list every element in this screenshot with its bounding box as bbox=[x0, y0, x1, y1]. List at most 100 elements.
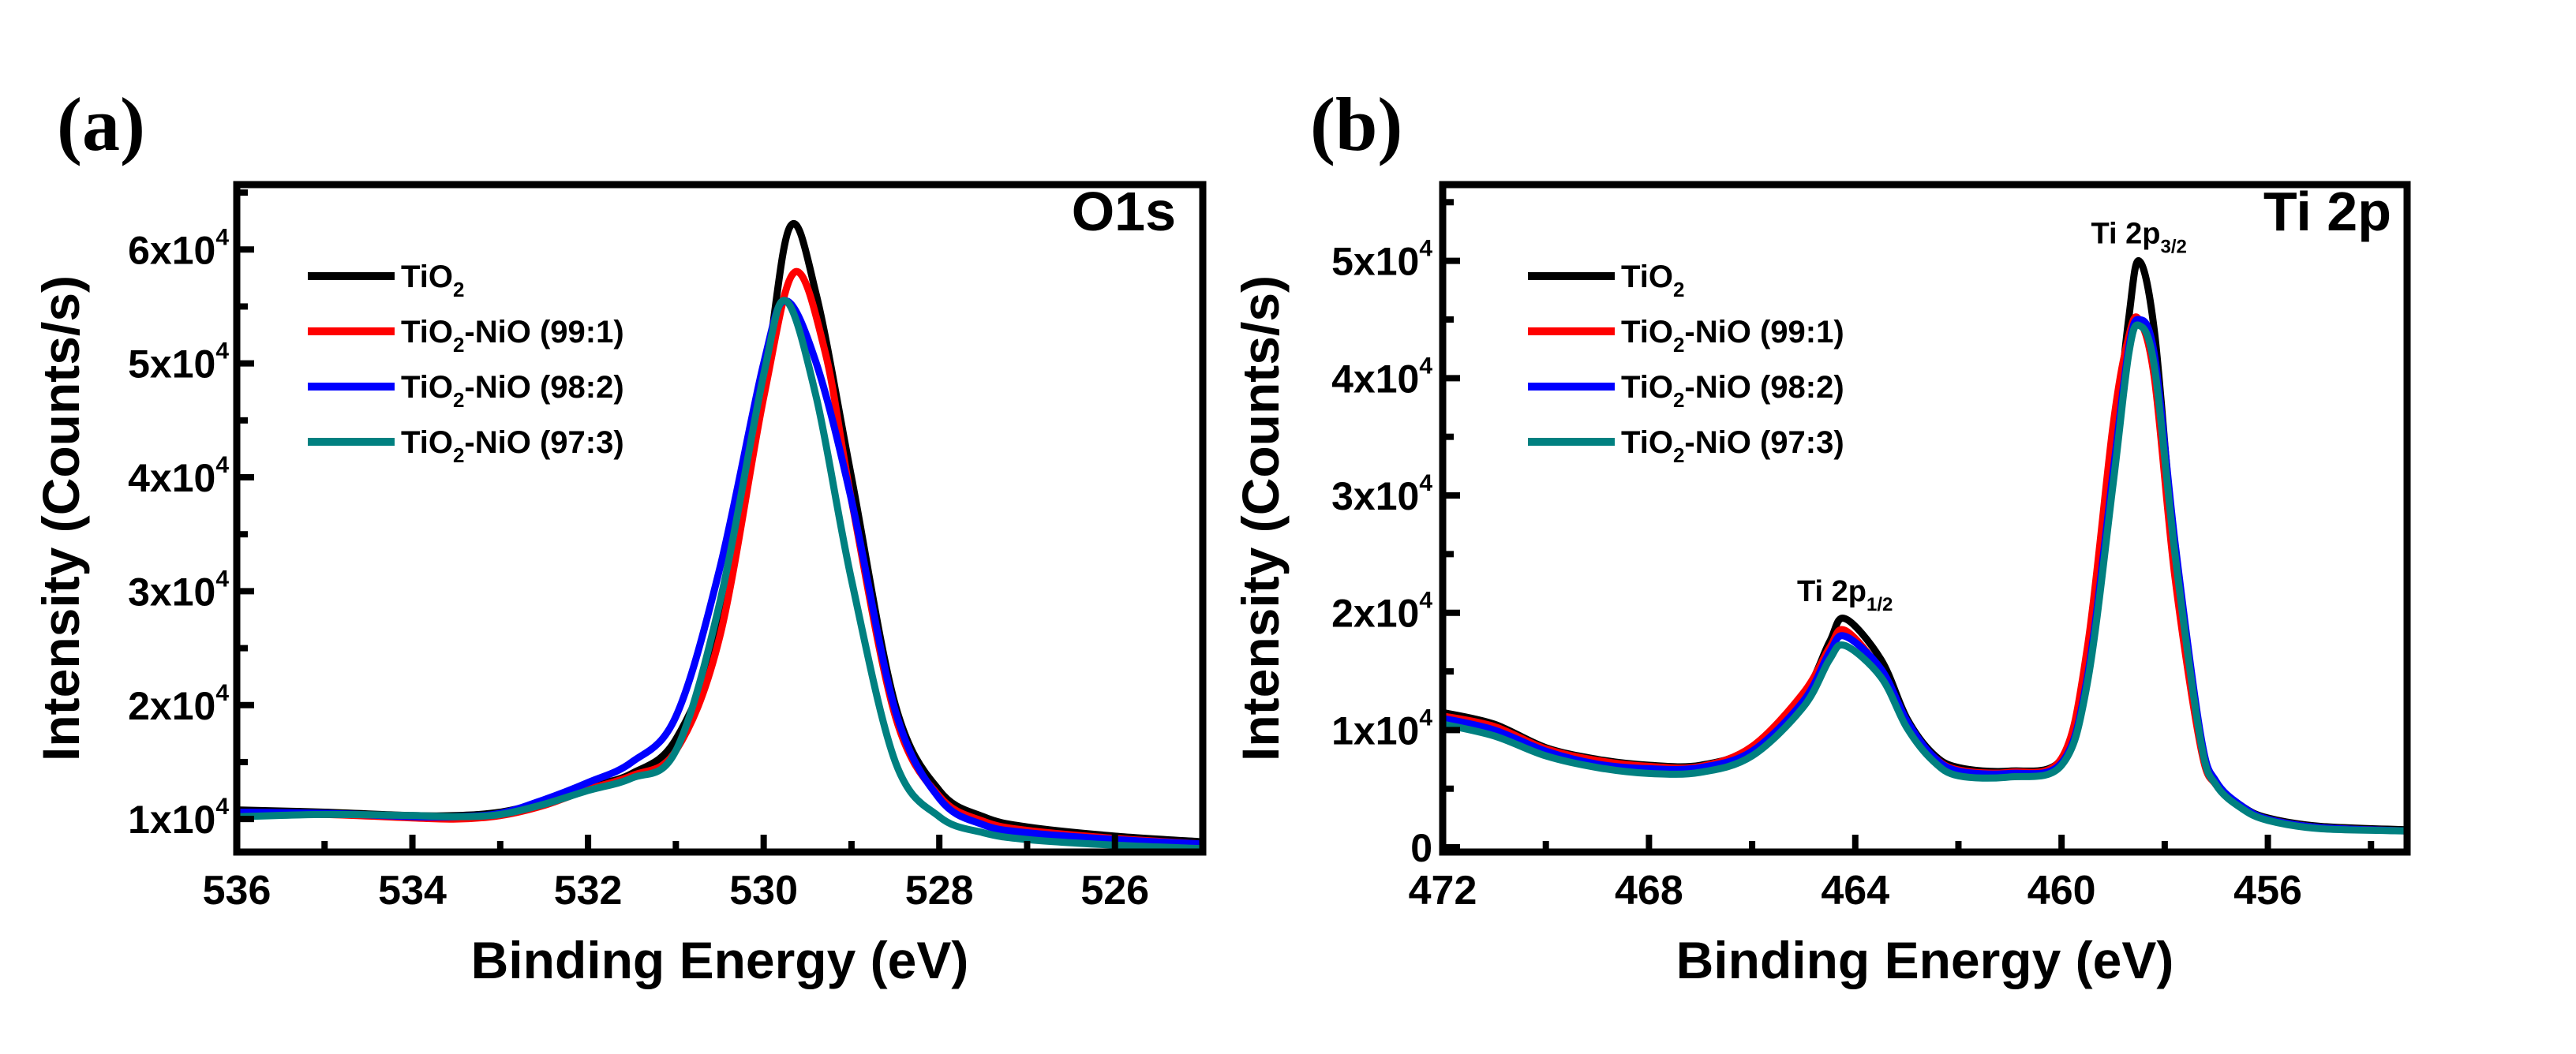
legend-label: TiO2-NiO (98:2) bbox=[1621, 370, 1844, 412]
panel-label: (a) bbox=[57, 82, 145, 166]
legend-label: TiO2-NiO (97:3) bbox=[1621, 425, 1844, 467]
y-tick-base: 4x10 bbox=[1331, 357, 1419, 401]
annotation-text: Ti 2p bbox=[2091, 217, 2161, 250]
y-tick-label: 5x104 bbox=[128, 338, 229, 387]
legend-text: TiO bbox=[401, 315, 453, 349]
legend-text: TiO bbox=[1621, 370, 1673, 405]
y-tick-label: 4x104 bbox=[1331, 353, 1432, 401]
legend-text: -NiO (97:3) bbox=[1684, 425, 1844, 460]
legend-text: TiO bbox=[1621, 315, 1673, 349]
x-axis-title: Binding Energy (eV) bbox=[1676, 931, 2174, 989]
legend-text: -NiO (98:2) bbox=[1684, 370, 1844, 405]
y-tick-label: 2x104 bbox=[128, 680, 229, 728]
y-tick-base: 1x10 bbox=[1331, 708, 1419, 753]
legend-text: TiO bbox=[401, 370, 453, 405]
panel-title: Ti 2p bbox=[2263, 181, 2391, 242]
y-tick-base: 0 bbox=[1410, 826, 1432, 870]
y-tick-base: 3x10 bbox=[128, 570, 215, 614]
y-tick-base: 2x10 bbox=[1331, 592, 1419, 636]
y-tick-label: 3x104 bbox=[128, 566, 229, 614]
legend-text: -NiO (98:2) bbox=[464, 370, 623, 405]
legend-subscript: 2 bbox=[453, 333, 464, 357]
y-axis-title: Intensity (Counts/s) bbox=[1231, 275, 1290, 761]
x-tick-label: 536 bbox=[203, 868, 271, 914]
y-tick-base: 4x10 bbox=[128, 456, 215, 500]
y-tick-base: 5x10 bbox=[128, 342, 215, 387]
legend-text: -NiO (99:1) bbox=[1684, 315, 1844, 349]
y-tick-label: 6x104 bbox=[128, 224, 229, 272]
legend-label: TiO2-NiO (99:1) bbox=[1621, 315, 1844, 357]
y-tick-label: 1x104 bbox=[1331, 705, 1432, 753]
y-tick-exponent: 4 bbox=[215, 680, 229, 706]
y-tick-exponent: 4 bbox=[215, 566, 229, 592]
legend-label: TiO2 bbox=[1621, 260, 1684, 301]
legend-text: TiO bbox=[1621, 260, 1673, 294]
legend-label: TiO2 bbox=[401, 260, 464, 301]
x-tick-label: 532 bbox=[554, 868, 623, 914]
legend-text: TiO bbox=[401, 260, 453, 294]
legend-subscript: 2 bbox=[453, 388, 464, 412]
x-tick-label: 464 bbox=[1821, 868, 1889, 914]
plot-frame bbox=[233, 181, 1207, 856]
y-tick-exponent: 4 bbox=[1419, 353, 1432, 379]
series-group bbox=[1443, 257, 2407, 835]
series-line-tio2 bbox=[237, 219, 1203, 846]
series-line-tio2-nio-97-3- bbox=[237, 297, 1203, 852]
peak-annotation: Ti 2p1/2 bbox=[1797, 575, 1893, 615]
y-tick-label: 2x104 bbox=[1331, 588, 1432, 636]
y-tick-label: 0 bbox=[1410, 826, 1432, 870]
y-tick-exponent: 4 bbox=[1419, 236, 1432, 262]
legend-subscript: 2 bbox=[453, 278, 464, 301]
x-tick-label: 534 bbox=[378, 868, 447, 914]
annotation-text: Ti 2p bbox=[1797, 575, 1866, 608]
x-tick-label: 456 bbox=[2233, 868, 2302, 914]
panel-label: (b) bbox=[1310, 82, 1402, 166]
x-tick-label: 460 bbox=[2027, 868, 2096, 914]
annotation-subscript: 3/2 bbox=[2161, 236, 2187, 257]
peak-annotation: Ti 2p3/2 bbox=[2091, 217, 2187, 257]
y-tick-base: 3x10 bbox=[1331, 474, 1419, 518]
series-line-tio2-nio-97-3- bbox=[1443, 321, 2407, 835]
legend-label: TiO2-NiO (99:1) bbox=[401, 315, 624, 357]
legend-subscript: 2 bbox=[1673, 443, 1684, 467]
legend-subscript: 2 bbox=[1673, 333, 1684, 357]
x-tick-label: 528 bbox=[905, 868, 974, 914]
legend-subscript: 2 bbox=[1673, 388, 1684, 412]
y-tick-base: 2x10 bbox=[128, 684, 215, 728]
panel-title: O1s bbox=[1072, 181, 1176, 242]
x-tick-label: 530 bbox=[729, 868, 798, 914]
x-tick-label: 468 bbox=[1615, 868, 1683, 914]
legend-text: -NiO (97:3) bbox=[464, 425, 623, 460]
x-axis-title: Binding Energy (eV) bbox=[471, 931, 969, 989]
y-tick-base: 6x10 bbox=[128, 228, 215, 272]
y-tick-base: 5x10 bbox=[1331, 240, 1419, 284]
y-tick-exponent: 4 bbox=[215, 794, 229, 820]
y-tick-exponent: 4 bbox=[215, 452, 229, 478]
legend-label: TiO2-NiO (98:2) bbox=[401, 370, 624, 412]
y-tick-label: 4x104 bbox=[128, 452, 229, 500]
y-tick-base: 1x10 bbox=[128, 798, 215, 842]
annotation-subscript: 1/2 bbox=[1866, 594, 1893, 615]
legend-text: TiO bbox=[1621, 425, 1673, 460]
y-tick-exponent: 4 bbox=[1419, 588, 1432, 614]
y-tick-label: 3x104 bbox=[1331, 470, 1432, 518]
legend-text: TiO bbox=[401, 425, 453, 460]
y-tick-exponent: 4 bbox=[1419, 705, 1432, 731]
legend-subscript: 2 bbox=[453, 443, 464, 467]
legend-text: -NiO (99:1) bbox=[464, 315, 623, 349]
plot-frame bbox=[1439, 181, 2411, 856]
legend-label: TiO2-NiO (97:3) bbox=[401, 425, 624, 467]
panel-b-ti2p: (b)472 468 464 460 45601x1042x1043x1044x1045… bbox=[1231, 82, 2411, 989]
y-tick-label: 5x104 bbox=[1331, 236, 1432, 284]
legend-subscript: 2 bbox=[1673, 278, 1684, 301]
y-tick-exponent: 4 bbox=[215, 224, 229, 250]
y-axis-title: Intensity (Counts/s) bbox=[32, 275, 90, 761]
y-tick-label: 1x104 bbox=[128, 794, 229, 842]
y-tick-exponent: 4 bbox=[1419, 470, 1432, 496]
x-tick-label: 472 bbox=[1409, 868, 1477, 914]
x-tick-label: 526 bbox=[1080, 868, 1149, 914]
series-group bbox=[237, 219, 1203, 852]
panel-a-o1s: (a)536 534 532 530 528 5261x1042x1043x1044x10… bbox=[32, 82, 1207, 989]
